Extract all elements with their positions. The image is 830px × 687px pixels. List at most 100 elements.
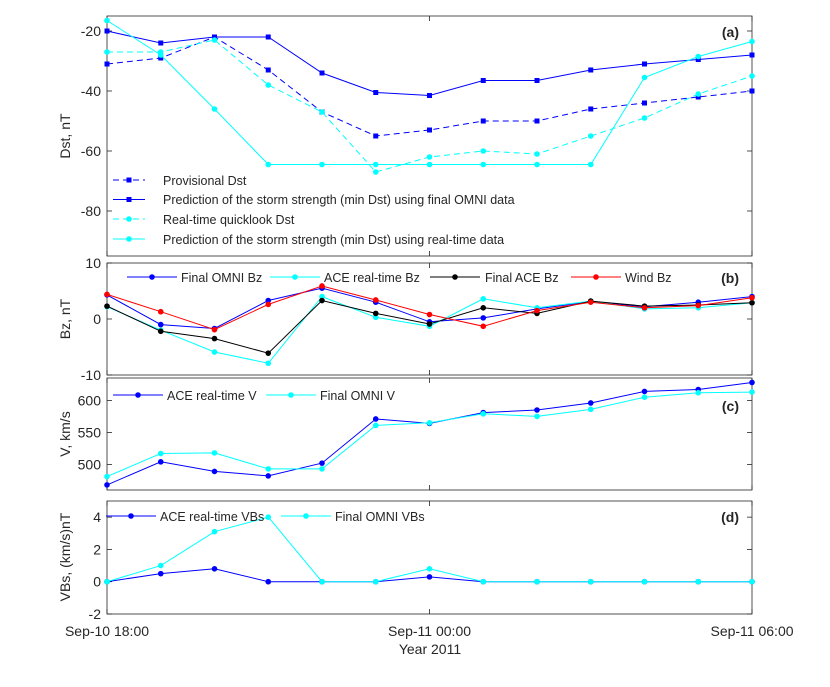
legend-entry-final-omni-bz: Final OMNI Bz bbox=[127, 271, 262, 285]
data-point bbox=[372, 578, 379, 585]
legend-marker bbox=[126, 216, 132, 222]
data-point bbox=[211, 37, 218, 43]
y-tick-label: 500 bbox=[78, 456, 102, 472]
legend-marker bbox=[126, 197, 132, 202]
data-point bbox=[534, 407, 540, 413]
data-point bbox=[480, 78, 486, 83]
data-point bbox=[319, 70, 325, 76]
data-point bbox=[695, 578, 702, 585]
panel-a-legend: Provisional Dst Prediction of the storm … bbox=[113, 174, 515, 247]
data-point bbox=[372, 310, 379, 317]
data-point bbox=[749, 38, 755, 45]
panel-b-y-ticks: -10 0 10 bbox=[81, 255, 752, 383]
legend-label: Provisional Dst bbox=[163, 174, 247, 188]
legend-entry-prediction-omni: Prediction of the storm strength (min Ds… bbox=[113, 193, 515, 207]
y-tick-label: 2 bbox=[93, 541, 101, 557]
data-point bbox=[319, 161, 325, 168]
data-point bbox=[373, 133, 379, 139]
data-point bbox=[695, 302, 702, 309]
panel-b-ylabel: Bz, nT bbox=[57, 298, 73, 339]
legend-entry-ace-realtime-vbs: ACE real-time VBs bbox=[106, 510, 264, 524]
data-point bbox=[319, 297, 325, 304]
data-point bbox=[212, 34, 217, 40]
series-line-2 bbox=[106, 296, 753, 364]
data-point bbox=[265, 297, 272, 304]
data-point bbox=[480, 323, 487, 330]
panel-c-series bbox=[104, 379, 755, 488]
y-tick-label: 0 bbox=[93, 574, 101, 590]
data-point bbox=[211, 326, 218, 333]
data-point bbox=[749, 52, 755, 58]
data-point bbox=[426, 574, 433, 580]
x-tick-label: Sep-11 06:00 bbox=[710, 623, 793, 639]
data-point bbox=[157, 459, 164, 465]
legend-label: ACE real-time V bbox=[167, 389, 257, 403]
data-point bbox=[265, 578, 272, 585]
data-point bbox=[211, 528, 218, 535]
data-point bbox=[480, 411, 487, 417]
panel-d-y-ticks: -2 0 2 4 bbox=[89, 509, 752, 622]
data-point bbox=[587, 400, 594, 406]
data-point bbox=[158, 40, 164, 46]
legend-label: Final OMNI VBs bbox=[335, 510, 425, 524]
data-point bbox=[426, 311, 433, 318]
legend-marker bbox=[303, 513, 309, 519]
legend-marker bbox=[126, 236, 132, 242]
x-tick-labels: Sep-10 18:00 Sep-11 00:00 Sep-11 06:00 bbox=[65, 623, 794, 639]
data-point bbox=[265, 82, 272, 88]
data-point bbox=[480, 118, 486, 124]
data-point bbox=[373, 90, 379, 95]
data-point bbox=[480, 305, 487, 311]
data-point bbox=[534, 151, 540, 157]
data-point bbox=[641, 394, 648, 401]
legend-label: Final OMNI V bbox=[320, 389, 396, 403]
data-point bbox=[104, 303, 110, 309]
legend-label: ACE real-time Bz bbox=[324, 271, 420, 285]
data-point bbox=[157, 562, 164, 569]
legend-label: ACE real-time VBs bbox=[160, 510, 264, 524]
legend-marker bbox=[288, 392, 294, 398]
panel-d-x-ticks bbox=[106, 501, 753, 614]
data-point bbox=[265, 350, 272, 356]
data-point bbox=[265, 67, 271, 73]
data-point bbox=[749, 294, 755, 301]
data-point bbox=[695, 94, 701, 100]
data-point bbox=[426, 154, 433, 160]
panel-b-legend: Final OMNI Bz ACE real-time Bz Final ACE… bbox=[127, 271, 672, 285]
data-point bbox=[211, 468, 218, 475]
data-point bbox=[158, 55, 164, 61]
data-point bbox=[426, 321, 433, 327]
y-tick-label: -10 bbox=[81, 367, 101, 383]
data-point bbox=[157, 570, 164, 577]
data-point bbox=[695, 389, 702, 396]
data-point bbox=[480, 296, 487, 302]
series-line-4 bbox=[106, 20, 753, 165]
legend-marker bbox=[135, 392, 141, 398]
data-point bbox=[372, 297, 379, 303]
legend-marker bbox=[149, 274, 155, 280]
data-point bbox=[641, 305, 648, 311]
data-point bbox=[104, 578, 110, 585]
legend-entry-final-omni-vbs: Final OMNI VBs bbox=[281, 510, 425, 524]
legend-label: Prediction of the storm strength (min Ds… bbox=[163, 193, 515, 207]
y-tick-label: -80 bbox=[81, 203, 101, 219]
data-point bbox=[157, 52, 164, 58]
data-point bbox=[641, 388, 648, 395]
x-tick-label: Sep-10 18:00 bbox=[65, 623, 149, 639]
panel-c-letter: (c) bbox=[722, 398, 739, 414]
panel-d-letter: (d) bbox=[721, 509, 739, 525]
panel-c-y-ticks: 500 550 600 bbox=[78, 392, 752, 472]
legend-entry-ace-realtime-v: ACE real-time V bbox=[113, 389, 257, 403]
data-point bbox=[426, 420, 433, 426]
panel-d-ylabel: VBs, (km/s)nT bbox=[57, 512, 73, 601]
data-point bbox=[265, 34, 271, 40]
data-point bbox=[211, 349, 218, 355]
legend-entry-realtime-dst: Real-time quicklook Dst bbox=[113, 213, 295, 227]
panel-c-ylabel: V, km/s bbox=[57, 411, 73, 456]
legend-entry-wind-bz: Wind Bz bbox=[571, 271, 672, 285]
data-point bbox=[372, 169, 379, 175]
data-point bbox=[265, 466, 272, 472]
data-point bbox=[749, 88, 755, 94]
y-tick-label: -20 bbox=[81, 23, 101, 39]
